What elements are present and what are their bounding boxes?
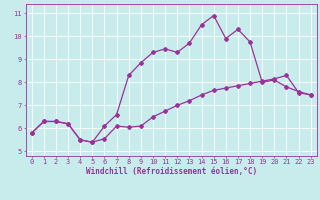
X-axis label: Windchill (Refroidissement éolien,°C): Windchill (Refroidissement éolien,°C): [86, 167, 257, 176]
